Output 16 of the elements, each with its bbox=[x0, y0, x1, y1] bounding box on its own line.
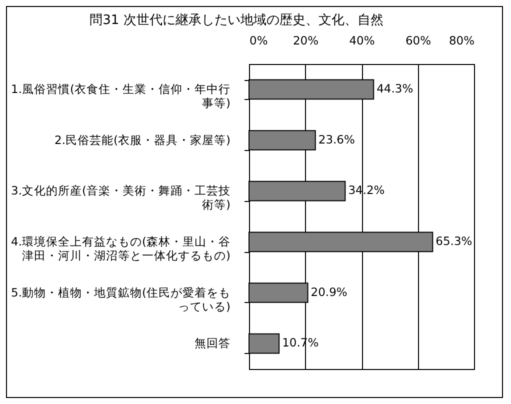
y-tick-label: 5.動物・植物・地質鉱物(住民が愛着をもっている) bbox=[11, 285, 230, 314]
data-label: 23.6% bbox=[318, 132, 355, 146]
y-tick-label: 2.民俗芸能(衣服・器具・家屋等) bbox=[54, 132, 230, 147]
data-label: 44.3% bbox=[376, 81, 414, 96]
x-tick-label: 20% bbox=[292, 34, 319, 48]
chart-title: 問31 次世代に継承したい地域の歴史、文化、自然 bbox=[90, 13, 384, 28]
data-label: 65.3% bbox=[436, 234, 472, 248]
y-tick-label: 4.環境保全上有益なもの(森林・里山・谷津田・河川・湖沼等と一体化するもの) bbox=[11, 234, 230, 262]
y-tick-label: 3.文化的所産(音楽・美術・舞踊・工芸技術等) bbox=[11, 184, 230, 212]
y-tick-label: 1.風俗習慣(衣食住・生業・信仰・年中行事等) bbox=[11, 82, 230, 110]
data-label: 20.9% bbox=[310, 284, 348, 299]
x-tick-label: 40% bbox=[349, 34, 375, 48]
x-tick-label: 60% bbox=[405, 34, 432, 48]
y-tick-label: 無回答 bbox=[194, 336, 230, 350]
x-tick-label: 80% bbox=[448, 34, 475, 48]
x-tick-label: 0% bbox=[250, 34, 268, 48]
